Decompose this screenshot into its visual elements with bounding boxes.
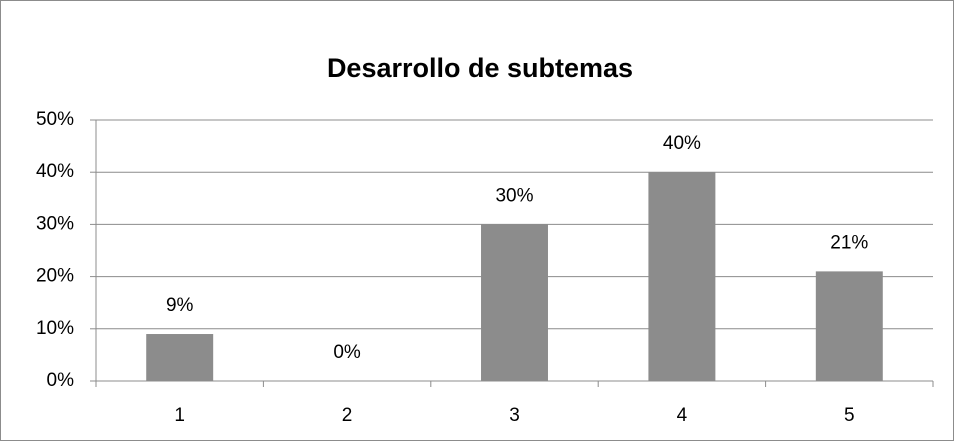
data-label: 30%: [495, 185, 533, 206]
data-label: 0%: [333, 342, 361, 363]
x-tick-label: 1: [174, 405, 185, 426]
x-tick-label: 4: [677, 405, 688, 426]
data-label: 9%: [166, 295, 194, 316]
y-tick-label: 40%: [36, 161, 74, 182]
y-tick-label: 30%: [36, 213, 74, 234]
y-tick-label: 50%: [36, 109, 74, 130]
y-tick-label: 20%: [36, 266, 74, 287]
data-label: 40%: [663, 133, 701, 154]
bar: [146, 334, 214, 381]
x-tick-label: 5: [844, 405, 855, 426]
data-label: 21%: [830, 232, 868, 253]
bar: [815, 271, 883, 381]
chart-title: Desarrollo de subtemas: [327, 53, 633, 83]
bar: [481, 224, 548, 381]
bar: [648, 172, 716, 381]
y-tick-label: 10%: [36, 318, 74, 339]
x-tick-label: 3: [509, 405, 520, 426]
y-tick-label: 0%: [47, 370, 75, 391]
x-tick-label: 2: [342, 405, 353, 426]
